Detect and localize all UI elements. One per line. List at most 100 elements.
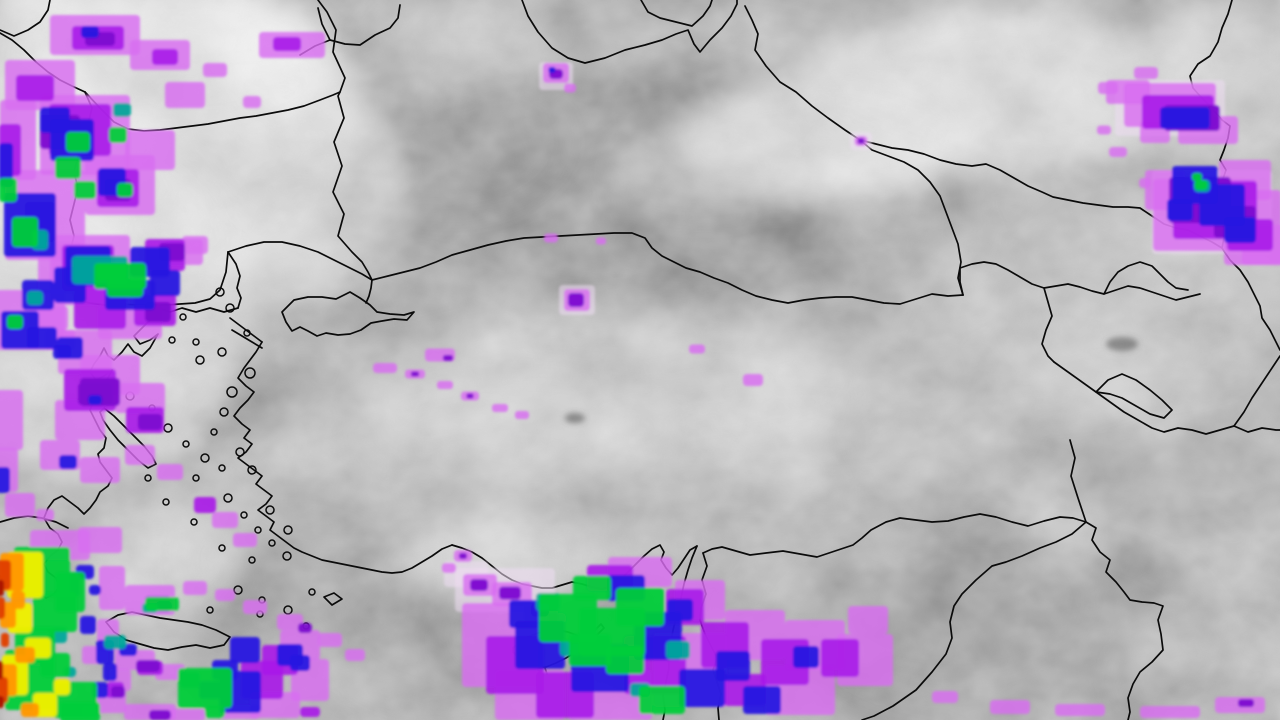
island-outline bbox=[233, 585, 243, 595]
precip-cell-darkred bbox=[0, 696, 4, 708]
precipitation-layer bbox=[0, 15, 1280, 720]
precip-cell-violet bbox=[411, 371, 419, 377]
border-turkey-north-coast bbox=[371, 232, 964, 305]
precip-cell-blue bbox=[80, 616, 96, 634]
precip-cell-blue bbox=[743, 686, 781, 714]
island-outline bbox=[248, 556, 256, 564]
precip-cell-magenta bbox=[596, 237, 606, 245]
precip-cell-blue bbox=[1224, 217, 1256, 243]
precip-cell-magenta bbox=[182, 236, 208, 254]
precip-cell-blue bbox=[53, 345, 71, 359]
precip-cell-violet bbox=[857, 138, 865, 144]
precip-cell-violet bbox=[470, 579, 488, 591]
precip-cell-violet bbox=[138, 414, 162, 430]
island-outline bbox=[206, 606, 214, 614]
precip-cell-magenta bbox=[932, 691, 958, 703]
island-outline bbox=[218, 544, 226, 552]
precip-cell-green bbox=[55, 157, 81, 179]
precip-cell-magenta bbox=[345, 649, 365, 661]
precip-cell-magenta bbox=[183, 581, 207, 595]
border-black-sea-west-coast bbox=[317, 0, 373, 281]
precip-cell-blue bbox=[40, 107, 70, 133]
island-outline bbox=[144, 474, 152, 482]
precip-cell-green bbox=[569, 634, 611, 666]
island-outline bbox=[182, 440, 190, 448]
precip-cell-violet bbox=[466, 393, 474, 399]
precip-cell-darkred bbox=[0, 580, 4, 596]
border-turkey-iran-border bbox=[1053, 361, 1280, 435]
precip-cell-violet bbox=[136, 660, 160, 672]
precip-cell-magenta bbox=[243, 600, 267, 614]
precip-cell-magenta bbox=[318, 633, 342, 647]
precip-cell-blue bbox=[716, 651, 750, 681]
precip-cell-blue bbox=[667, 599, 693, 621]
precip-cell-purple bbox=[16, 75, 54, 101]
island-outline bbox=[200, 453, 210, 463]
precip-cell-blue bbox=[81, 26, 99, 38]
precip-cell-magenta bbox=[990, 700, 1030, 714]
precip-cell-violet bbox=[459, 553, 467, 559]
border-turkey-iraq-border bbox=[1069, 439, 1087, 523]
precip-cell-blue bbox=[230, 637, 260, 663]
island-outline bbox=[190, 518, 198, 526]
precip-cell-green bbox=[616, 588, 664, 626]
border-gulf-of-corinth bbox=[0, 515, 69, 529]
precip-cell-purple bbox=[821, 639, 859, 677]
border-azerbaijan-iran-border bbox=[1233, 355, 1280, 427]
island-outline bbox=[254, 526, 262, 534]
island-outline bbox=[195, 355, 205, 365]
precip-cell-teal bbox=[113, 103, 131, 117]
island-outline bbox=[268, 539, 276, 547]
precip-cell-blue bbox=[88, 395, 102, 405]
precip-cell-orange bbox=[21, 703, 39, 717]
precip-cell-green bbox=[40, 653, 70, 677]
precip-cell-magenta bbox=[203, 63, 227, 77]
precip-cell-purple bbox=[273, 37, 301, 51]
precip-cell-green bbox=[205, 706, 225, 718]
island-outline bbox=[243, 329, 251, 337]
precip-cell-magenta bbox=[437, 381, 453, 389]
island-outline bbox=[282, 551, 292, 561]
island-outline bbox=[235, 447, 245, 457]
precip-cell-darkred bbox=[0, 661, 3, 679]
precip-cell-violet bbox=[1238, 699, 1254, 707]
precip-cell-teal bbox=[104, 635, 126, 649]
precip-cell-blue bbox=[103, 663, 117, 681]
precip-cell-purple bbox=[194, 497, 216, 513]
island-outline bbox=[244, 367, 256, 379]
precip-cell-violet bbox=[568, 293, 584, 307]
precip-cell-magenta bbox=[442, 563, 456, 573]
precip-cell-green bbox=[117, 183, 133, 197]
precip-cell-violet bbox=[149, 710, 171, 720]
border-turkey-bulgaria-border bbox=[227, 241, 373, 281]
precip-cell-magenta bbox=[1055, 704, 1105, 716]
border-crete-coast bbox=[105, 611, 231, 651]
precip-cell-blue bbox=[59, 455, 77, 469]
lake bbox=[1106, 337, 1138, 351]
precip-cell-violet bbox=[443, 355, 453, 361]
island-outline bbox=[247, 465, 257, 475]
precip-cell-magenta bbox=[80, 457, 120, 483]
precip-cell-violet bbox=[111, 686, 125, 698]
border-armenia-azerbaijan-border bbox=[1103, 261, 1189, 295]
precip-cell-green bbox=[1194, 180, 1208, 190]
precip-cell-green bbox=[66, 132, 90, 152]
precip-cell-magenta bbox=[157, 464, 183, 480]
island-outline bbox=[265, 505, 275, 515]
precip-cell-green bbox=[573, 576, 611, 600]
precip-cell-blue bbox=[1199, 184, 1245, 226]
precip-cell-magenta bbox=[5, 493, 35, 517]
precip-cell-green bbox=[0, 178, 17, 202]
precip-cell-blue bbox=[0, 467, 10, 493]
border-turkey-aegean-coast bbox=[233, 341, 453, 574]
border-syria-iraq-border bbox=[861, 521, 1087, 720]
precip-cell-green bbox=[107, 279, 143, 297]
border-bosphorus-strait bbox=[365, 279, 373, 304]
precip-cell-magenta bbox=[125, 445, 155, 465]
precip-cell-blue bbox=[509, 600, 539, 628]
precip-cell-green bbox=[7, 315, 23, 329]
precip-cell-magenta bbox=[99, 566, 125, 610]
precip-cell-violet bbox=[298, 623, 312, 633]
lakes-layer bbox=[565, 337, 1138, 423]
precip-cell-teal bbox=[27, 291, 43, 305]
